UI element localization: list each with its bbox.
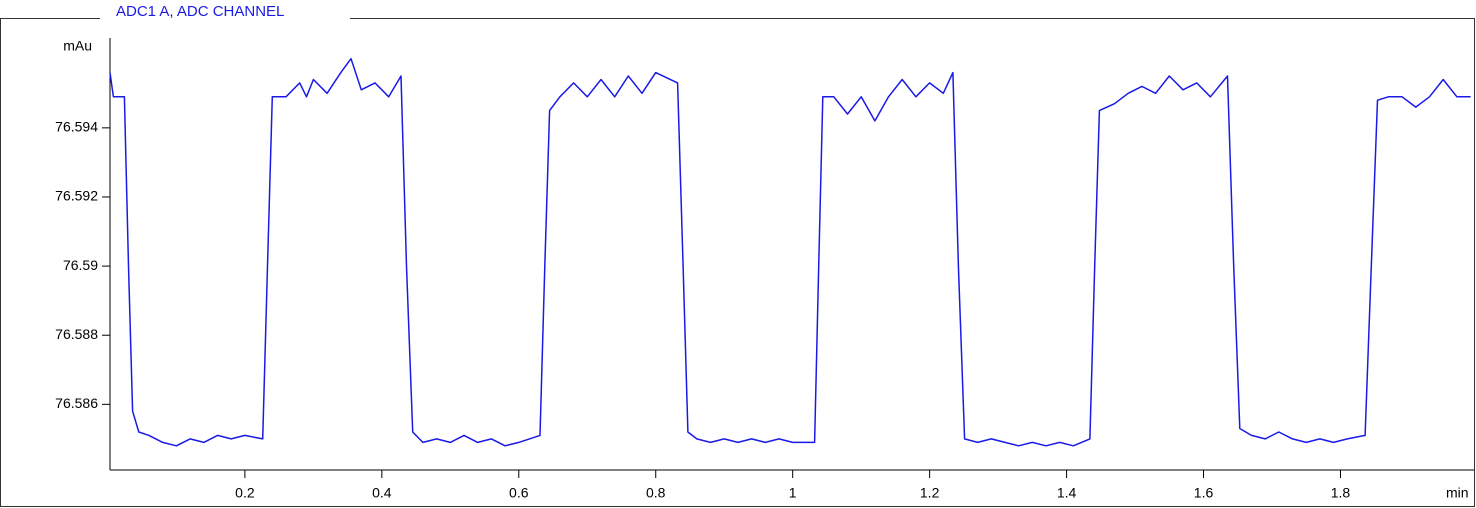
x-tick-label: 0.4 [372, 485, 392, 501]
y-axis-label: mAu [63, 38, 92, 54]
y-tick-label: 76.588 [55, 326, 98, 342]
x-tick-label: 0.6 [509, 485, 529, 501]
x-tick-label: 1.4 [1057, 485, 1077, 501]
y-tick-label: 76.594 [55, 119, 98, 135]
x-tick-label: 0.2 [235, 485, 255, 501]
x-tick-label: 1.8 [1331, 485, 1351, 501]
data-line [109, 57, 1471, 447]
x-tick-label: 1.6 [1194, 485, 1214, 501]
y-tick-label: 76.586 [55, 395, 98, 411]
x-tick-label: 1.2 [920, 485, 940, 501]
y-tick-label: 76.592 [55, 188, 98, 204]
title-bg [100, 0, 350, 24]
x-tick-label: 1 [789, 485, 797, 501]
chart-title: ADC1 A, ADC CHANNEL [116, 3, 284, 20]
frame [0, 18, 1475, 507]
x-axis-label: min [1446, 485, 1469, 501]
y-tick-label: 76.59 [63, 257, 98, 273]
x-tick-label: 0.8 [646, 485, 666, 501]
